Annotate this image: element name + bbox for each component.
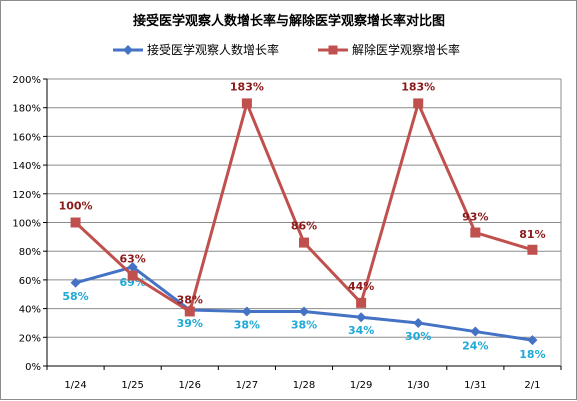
y-axis-tick-label: 100%	[12, 219, 41, 230]
legend-label-accepted: 接受医学观察人数增长率	[147, 42, 279, 57]
x-axis-tick-label: 1/24	[64, 380, 86, 391]
y-axis-tick-label: 60%	[19, 276, 41, 287]
x-axis-tick-label: 1/30	[407, 380, 429, 391]
x-axis-tick-label: 1/31	[464, 380, 486, 391]
y-axis-tick-label: 180%	[12, 104, 41, 115]
data-label-released: 81%	[519, 228, 545, 241]
data-label-accepted: 58%	[62, 290, 88, 303]
data-point-accepted	[356, 312, 367, 323]
data-point-released	[299, 237, 309, 248]
x-axis-tick-label: 1/29	[350, 380, 372, 391]
data-label-released: 93%	[462, 211, 488, 224]
data-label-accepted: 30%	[405, 330, 431, 343]
data-point-released	[184, 306, 195, 317]
data-point-released	[527, 244, 538, 255]
data-point-released	[241, 98, 252, 109]
data-point-accepted	[413, 317, 424, 328]
gridlines	[47, 78, 561, 338]
x-axis-tick-labels: 1/24 1/25 1/26 1/27 1/28 1/29 1/30 1/31 2/1	[64, 380, 540, 391]
data-point-accepted	[470, 326, 481, 337]
x-axis-tick-label: 1/25	[121, 380, 143, 391]
series-released: 100% 63% 38% 183% 86% 44% 183% 93% 81%	[59, 80, 546, 317]
legend-marker-released	[328, 45, 338, 55]
data-label-accepted: 39%	[177, 317, 203, 330]
data-label-released: 38%	[177, 293, 203, 306]
data-label-released: 86%	[291, 220, 317, 233]
chart-title: 接受医学观察人数增长率与解除医学观察增长率对比图	[133, 13, 445, 29]
axes	[43, 78, 562, 370]
y-axis-tick-label: 20%	[19, 333, 41, 344]
legend-item-released: 解除医学观察增长率	[318, 42, 460, 57]
data-label-released: 100%	[59, 200, 93, 213]
x-axis-tick-label: 1/27	[236, 380, 258, 391]
data-point-released	[470, 227, 481, 238]
series-layer: 58%69%39% 38% 38% 34% 30%24%18%100%63%38%183…	[59, 80, 546, 361]
series-accepted: 58%69%39% 38% 38% 34% 30%24%18%	[62, 261, 546, 361]
data-point-accepted	[527, 335, 538, 346]
data-point-accepted	[70, 277, 81, 288]
y-axis-tick-label: 200%	[12, 75, 41, 86]
data-label-accepted: 34%	[348, 324, 374, 337]
y-axis-tick-label: 120%	[12, 190, 41, 201]
data-label-accepted: 24%	[462, 340, 488, 353]
y-axis-tick-labels: 0% 20% 40% 60% 80% 100% 120% 140% 160% 180% 200%	[12, 75, 41, 373]
data-label-accepted: 38%	[234, 318, 260, 331]
legend: 接受医学观察人数增长率 解除医学观察增长率	[113, 42, 460, 57]
data-point-released	[127, 270, 138, 281]
data-point-released	[413, 98, 424, 109]
data-label-accepted: 38%	[291, 318, 317, 331]
data-label-released: 183%	[230, 80, 264, 93]
x-axis-tick-label: 1/28	[293, 380, 315, 391]
y-axis-tick-label: 40%	[19, 305, 41, 316]
y-axis-tick-label: 140%	[12, 161, 41, 172]
data-label-accepted: 18%	[519, 348, 545, 361]
y-axis-tick-label: 160%	[12, 132, 41, 143]
data-point-accepted	[127, 261, 138, 272]
data-label-released: 183%	[401, 80, 435, 93]
data-point-released	[70, 217, 81, 228]
legend-label-released: 解除医学观察增长率	[352, 42, 460, 57]
data-point-released	[356, 297, 367, 308]
data-point-accepted	[299, 306, 309, 317]
legend-item-accepted: 接受医学观察人数增长率	[113, 42, 279, 57]
x-axis-tick-label: 1/26	[179, 380, 201, 391]
y-axis-tick-label: 0%	[25, 362, 41, 373]
x-axis-tick-label: 2/1	[524, 380, 540, 391]
data-label-released: 44%	[348, 280, 374, 293]
data-point-accepted	[241, 306, 252, 317]
y-axis-tick-label: 80%	[19, 247, 41, 258]
data-label-released: 63%	[119, 253, 145, 266]
legend-marker-accepted	[123, 45, 133, 55]
